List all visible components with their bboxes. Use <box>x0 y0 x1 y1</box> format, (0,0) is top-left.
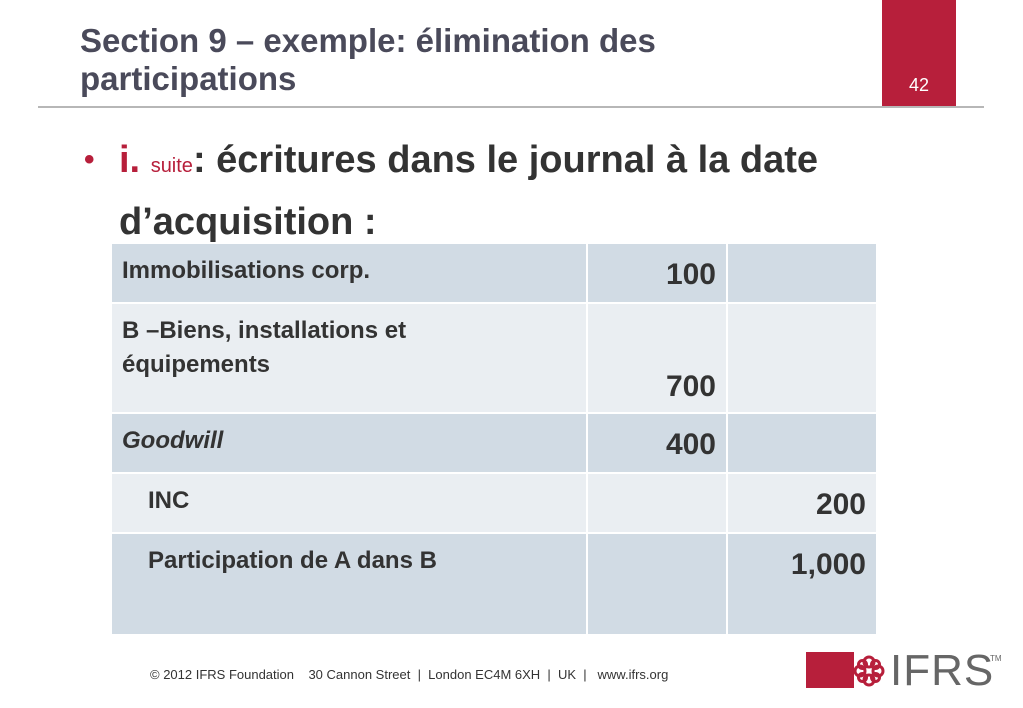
entry-label: B –Biens, installations et équipements <box>111 303 587 413</box>
entry-debit: 100 <box>587 243 727 303</box>
bullet-numeral: i. <box>119 139 140 181</box>
bullet-point: • i. suite: écritures dans le journal à … <box>84 132 944 250</box>
entry-debit: 700 <box>587 303 727 413</box>
table-row: Goodwill 400 <box>111 413 877 473</box>
title-divider <box>38 106 984 108</box>
entry-credit <box>727 243 877 303</box>
table-row: B –Biens, installations et équipements 7… <box>111 303 877 413</box>
entry-credit: 1,000 <box>727 533 877 635</box>
logo-trademark: TM <box>990 654 1002 663</box>
entry-label: INC <box>111 473 587 533</box>
entry-credit <box>727 413 877 473</box>
page-number: 42 <box>882 75 956 96</box>
entry-label: Participation de A dans B <box>111 533 587 635</box>
bullet-suffix: suite <box>151 155 193 177</box>
entry-credit: 200 <box>727 473 877 533</box>
table-row: INC 200 <box>111 473 877 533</box>
footer-text: © 2012 IFRS Foundation 30 Cannon Street … <box>150 667 668 682</box>
table-row: Participation de A dans B 1,000 <box>111 533 877 635</box>
bullet-text: i. suite: écritures dans le journal à la… <box>119 132 944 250</box>
entry-debit: 400 <box>587 413 727 473</box>
bullet-body: : écritures dans le journal à la date d’… <box>119 139 818 243</box>
slide-title: Section 9 – exemple: élimination des par… <box>80 22 860 98</box>
ifrs-logo: IFRS <box>890 646 994 696</box>
entry-credit <box>727 303 877 413</box>
entry-debit <box>587 473 727 533</box>
entry-debit <box>587 533 727 635</box>
entry-label: Goodwill <box>111 413 587 473</box>
journal-entries-table: Immobilisations corp. 100 B –Biens, inst… <box>110 242 878 636</box>
ifrs-flower-icon <box>852 654 886 688</box>
entry-label: Immobilisations corp. <box>111 243 587 303</box>
table-row: Immobilisations corp. 100 <box>111 243 877 303</box>
bullet-marker: • <box>84 132 95 188</box>
logo-bar <box>806 652 854 688</box>
